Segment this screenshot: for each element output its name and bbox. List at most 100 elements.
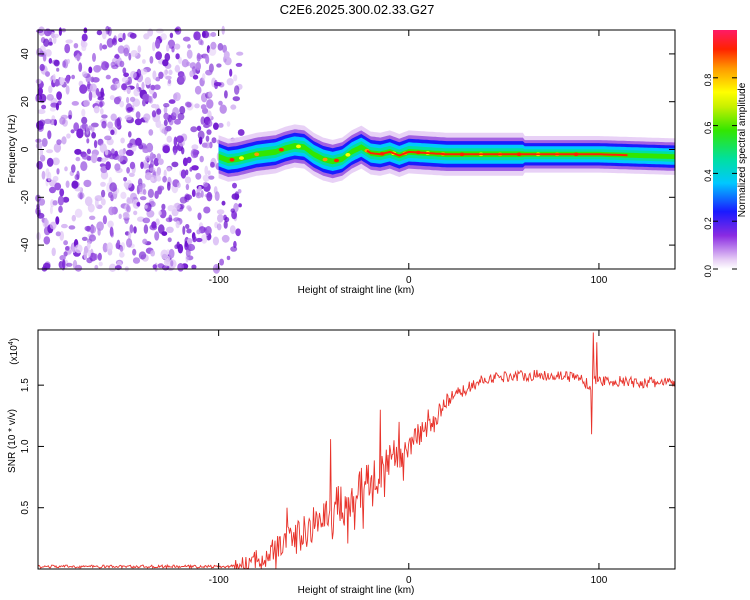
spectrogram-noise-blob: [152, 41, 156, 52]
spectrogram-noise-blob: [198, 185, 202, 192]
snr-y-tick-label: 1.0: [20, 439, 31, 453]
spectrogram-noise-blob: [148, 129, 154, 136]
spectrogram-noise-blob: [152, 91, 157, 99]
spectrogram-y-tick-label: 20: [20, 96, 31, 108]
snr-y-tick-label: 1.5: [20, 378, 31, 392]
spectrogram-noise-blob: [129, 96, 136, 102]
spectrogram-x-tick-label: 0: [406, 275, 412, 286]
spectrogram-noise-blob: [104, 135, 112, 141]
spectrogram-noise-blob: [212, 236, 219, 246]
spectrogram-ridge-core: [366, 149, 628, 157]
spectrogram-noise-blob: [100, 157, 107, 163]
spectrogram-noise-blob: [83, 249, 87, 260]
spectrogram-noise-blob: [149, 167, 156, 172]
spectrogram-noise-blob: [142, 189, 147, 195]
spectrogram-noise-blob: [175, 220, 180, 229]
spectrogram-noise-blob: [163, 112, 170, 120]
spectrogram-noise-blob: [202, 73, 206, 81]
spectrogram-noise-blob: [74, 174, 80, 181]
spectrogram-noise-blob: [210, 32, 217, 37]
spectrogram-noise-blob: [99, 108, 104, 115]
spectrogram-noise-blob: [81, 236, 88, 241]
spectrogram-noise-blob: [62, 259, 66, 269]
spectrogram-noise-blob: [61, 136, 67, 145]
colorbar-tick-label: 0.0: [703, 265, 713, 278]
spectrogram-peak: [254, 152, 260, 157]
spectrogram-noise-blob: [101, 120, 107, 129]
spectrogram-noise-blob: [101, 29, 107, 40]
spectrogram-noise-blob: [160, 249, 169, 260]
spectrogram-noise-blob: [155, 38, 161, 49]
snr-panel: -100 0 100 0.5 1.0 1.5 Height of straight li…: [7, 329, 676, 596]
spectrogram-noise-blob: [205, 69, 213, 76]
spectrogram-noise-blob: [95, 88, 100, 96]
spectrogram-noise-blob: [142, 238, 148, 245]
spectrogram-noise-blob: [162, 145, 170, 154]
spectrogram-noise-blob: [108, 263, 117, 272]
spectrogram-noise-blob: [161, 203, 166, 210]
snr-multiplier-close: ): [9, 338, 20, 341]
spectrogram-noise-blob: [119, 60, 125, 68]
spectrogram-noise-blob: [93, 65, 101, 73]
spectrogram-y-tick-label: 0: [20, 146, 31, 152]
spectrogram-noise-blob: [112, 186, 118, 192]
spectrogram-noise-blob: [52, 175, 59, 182]
snr-x-tick-label: -100: [209, 575, 229, 586]
spectrogram-noise-blob: [226, 78, 234, 86]
spectrogram-noise-blob: [196, 229, 201, 235]
spectrogram-noise-blob: [185, 183, 190, 191]
spectrogram-noise-blob: [155, 218, 160, 226]
spectrogram-noise-blob: [106, 242, 113, 252]
spectrogram-noise-blob: [88, 91, 93, 101]
spectrogram-noise-blob: [155, 119, 162, 128]
spectrogram-noise-blob: [171, 46, 175, 53]
spectrogram-noise-blob: [172, 107, 180, 117]
spectrogram-noise-blob: [216, 209, 225, 215]
spectrogram-noise-blob: [204, 165, 209, 176]
spectrogram-noise-blob: [214, 191, 220, 202]
spectrogram-noise-blob: [66, 249, 72, 254]
spectrogram-noise-blob: [87, 81, 91, 90]
spectrogram-noise-blob: [169, 32, 174, 39]
spectrogram-noise-blob: [44, 217, 48, 228]
spectrogram-y-tick-label: -40: [20, 237, 31, 252]
colorbar-tick-label: 0.8: [703, 74, 713, 87]
spectrogram-noise-blob: [86, 138, 90, 144]
spectrogram-noise-blob: [182, 36, 191, 42]
spectrogram-noise-blob: [223, 51, 230, 59]
spectrogram-noise-blob: [66, 58, 71, 64]
spectrogram-noise-blob: [205, 135, 210, 142]
spectrogram-noise-blob: [74, 244, 83, 254]
spectrogram-noise-blob: [174, 65, 180, 73]
spectrogram-noise-blob: [83, 179, 92, 188]
colorbar-tick-label: 0.4: [703, 169, 713, 182]
spectrogram-x-ticks: -100 0 100: [209, 30, 608, 286]
spectrogram-noise-blob: [49, 206, 53, 215]
spectrogram-noise-blob: [119, 100, 125, 108]
spectrogram-noise-blob: [168, 248, 175, 259]
spectrogram-noise-blob: [177, 263, 185, 272]
spectrogram-noise-blob: [78, 62, 83, 72]
spectrogram-peak: [345, 153, 351, 157]
spectrogram-noise-blob: [232, 96, 240, 102]
spectrogram-noise-blob: [195, 192, 202, 199]
spectrogram-noise-blob: [175, 53, 180, 60]
spectrogram-noise-blob: [217, 214, 224, 223]
spectrogram-noise-blob: [203, 206, 211, 214]
spectrogram-noise-blob: [56, 139, 62, 146]
spectrogram-noise-blob: [83, 99, 90, 107]
spectrogram-noise-blob: [106, 182, 111, 193]
spectrogram-noise-blob: [129, 224, 134, 234]
spectrogram-noise-blob: [35, 78, 42, 85]
spectrogram-noise-blob: [173, 92, 181, 102]
spectrogram-noise-blob: [43, 236, 51, 245]
spectrogram-noise-blob: [167, 181, 171, 191]
spectrogram-noise-blob: [191, 165, 199, 171]
spectrogram-noise-blob: [203, 142, 212, 149]
spectrogram-noise-blob: [46, 94, 54, 101]
spectrogram-noise-blob: [48, 41, 53, 46]
spectrogram-noise-blob: [65, 180, 70, 188]
spectrogram-noise-blob: [54, 79, 60, 87]
spectrogram-noise-blob: [128, 52, 132, 61]
spectrogram-noise-blob: [107, 220, 114, 228]
